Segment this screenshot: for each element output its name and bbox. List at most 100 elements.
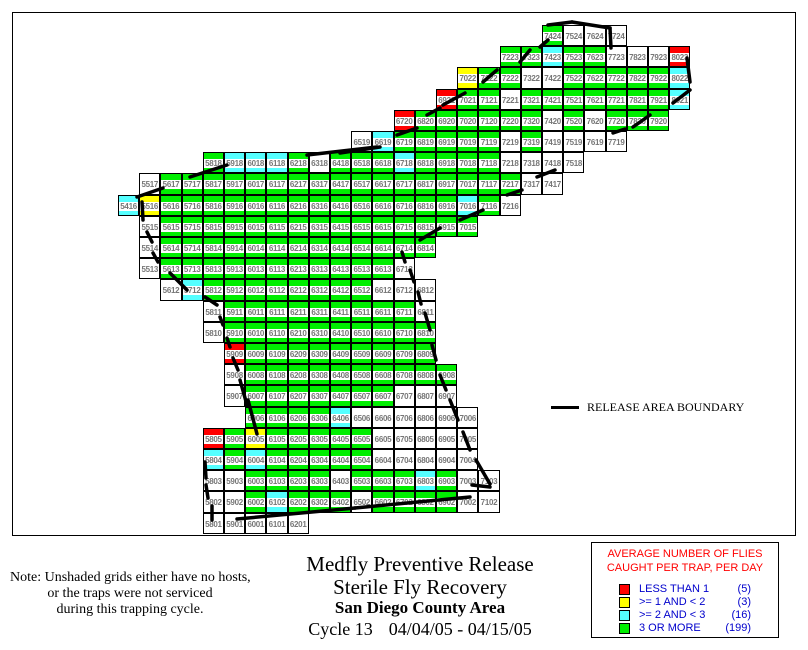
grid-cell-label: 6706: [394, 413, 414, 423]
grid-cell: 5815: [202, 215, 224, 237]
grid-cell: 6205: [287, 427, 309, 449]
grid-cell: 7121: [478, 88, 500, 110]
grid-cell-label: 6916: [437, 201, 457, 211]
grid-cell-label: 6208: [288, 371, 308, 381]
boundary-segment: [535, 168, 557, 179]
grid-cell-label: 8022: [670, 74, 690, 84]
grid-cell: 6209: [287, 343, 309, 365]
boundary-segment: [231, 356, 240, 372]
grid-cell-label: 7418: [543, 159, 563, 169]
grid-cell-label: 6502: [352, 498, 372, 508]
grid-cell-label: 6515: [352, 222, 372, 232]
boundary-segment: [470, 483, 492, 489]
grid-cell: 6902: [436, 491, 458, 513]
grid-cell-label: 6313: [309, 265, 329, 275]
grid-cell-label: 6615: [373, 222, 393, 232]
grid-cell: 6116: [266, 194, 288, 216]
grid-cell: 6920: [436, 109, 458, 131]
grid-cell-label: 6919: [437, 138, 457, 147]
grid-cell: 7519: [563, 131, 585, 153]
legend: AVERAGE NUMBER OF FLIES CAUGHT PER TRAP,…: [591, 542, 779, 638]
boundary-segment: [505, 188, 524, 197]
legend-item: LESS THAN 1 (5): [619, 583, 769, 595]
grid-cell: 6003: [245, 470, 267, 492]
grid-cell-label: 6412: [331, 286, 351, 296]
grid-cell-label: 6114: [267, 244, 287, 253]
boundary-segment: [168, 271, 189, 292]
grid-cell-label: 6108: [267, 371, 287, 381]
grid-cell: 7017: [457, 173, 479, 195]
grid-cell-label: 6014: [246, 244, 266, 253]
grid-cell-label: 5907: [225, 392, 245, 402]
grid-cell-label: 6303: [309, 477, 329, 487]
grid-cell: 6313: [308, 258, 330, 280]
grid-cell: 6504: [351, 449, 373, 471]
grid-cell-label: 5714: [182, 244, 202, 253]
boundary-segment: [218, 315, 225, 327]
grid-cell: 7620: [584, 109, 606, 131]
grid-cell-label: 7120: [479, 116, 499, 126]
grid-cell-label: 5910: [225, 328, 245, 338]
grid-cell-label: 5805: [203, 434, 223, 444]
grid-cell: 6309: [308, 343, 330, 365]
grid-cell-label: 6308: [309, 371, 329, 381]
legend-swatch: [619, 610, 630, 621]
grid-cell-label: 5918: [225, 159, 245, 169]
grid-cell-label: 6212: [288, 286, 308, 296]
grid-cell-label: 5715: [182, 222, 202, 232]
grid-cell: 6513: [351, 258, 373, 280]
grid-cell-label: 5612: [161, 286, 181, 296]
grid-cell-label: 7619: [585, 138, 605, 147]
grid-cell: 5714: [181, 237, 203, 259]
grid-cell-label: 6613: [373, 265, 393, 275]
grid-cell-label: 6705: [394, 434, 414, 444]
grid-cell: 6403: [330, 470, 352, 492]
grid-cell: 7221: [499, 88, 521, 110]
grid-cell-label: 6904: [437, 456, 457, 465]
grid-cell: 6514: [351, 237, 373, 259]
grid-cell: 6417: [330, 173, 352, 195]
grid-cell-label: 6214: [288, 244, 308, 253]
grid-cell-label: 6203: [288, 477, 308, 487]
boundary-segment: [685, 56, 692, 84]
grid-cell-label: 6915: [437, 222, 457, 232]
grid-cell-label: 5812: [203, 286, 223, 296]
grid-cell-label: 6414: [331, 244, 351, 253]
grid-cell: 6413: [330, 258, 352, 280]
grid-cell-label: 6417: [331, 180, 351, 190]
grid-cell: 5615: [160, 215, 182, 237]
grid-cell-label: 6013: [246, 265, 266, 275]
grid-cell: 6610: [372, 321, 394, 343]
grid-cell-label: 7723: [606, 53, 626, 63]
grid-cell: 6509: [351, 343, 373, 365]
grid-cell-label: 7015: [458, 222, 478, 232]
legend-swatch: [619, 597, 630, 608]
boundary-segment: [238, 378, 249, 407]
grid-cell: 6308: [308, 364, 330, 386]
grid-cell: 6112: [266, 279, 288, 301]
grid-cell: 5801: [202, 512, 224, 534]
grid-cell: 6617: [372, 173, 394, 195]
note-line-3: during this trapping cycle.: [56, 602, 204, 617]
grid-cell: 6118: [266, 152, 288, 174]
grid-cell-label: 7322: [521, 74, 541, 84]
grid-cell-label: 5913: [225, 265, 245, 275]
grid-cell: 6819: [414, 131, 436, 153]
grid-cell: 6217: [287, 173, 309, 195]
grid-cell: 7523: [563, 46, 585, 68]
grid-cell-label: 5909: [225, 350, 245, 359]
grid-cell-label: 6513: [352, 265, 372, 275]
grid-cell: 6014: [245, 237, 267, 259]
grid-cell-label: 7423: [543, 53, 563, 63]
grid-cell-label: 7520: [564, 116, 584, 126]
grid-cell: 5905: [224, 427, 246, 449]
grid-cell: 6304: [308, 449, 330, 471]
grid-cell-label: 6011: [246, 307, 266, 317]
grid-cell-label: 7622: [585, 74, 605, 84]
grid-cell-label: 6211: [288, 307, 308, 317]
grid-cell-label: 6512: [352, 286, 372, 296]
boundary-segment: [671, 88, 692, 105]
grid-cell-label: 6715: [394, 222, 414, 232]
grid-cell-label: 7524: [564, 32, 584, 41]
grid-cell-label: 7620: [585, 116, 605, 126]
